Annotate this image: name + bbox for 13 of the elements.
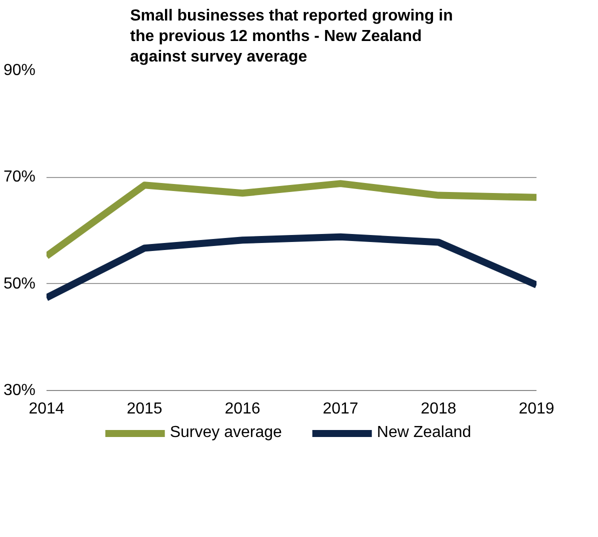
legend-label: Survey average [170, 424, 282, 442]
x-tick-label: 2019 [518, 400, 554, 418]
x-tick-label: 2016 [224, 400, 260, 418]
x-tick-label: 2017 [322, 400, 358, 418]
chart-title: Small businesses that reported growing in the previous 12 months - New Zealand against survey average [130, 8, 453, 66]
x-tick-label: 2018 [420, 400, 456, 418]
y-tick-label: 50% [3, 275, 36, 292]
y-tick-label: 70% [3, 168, 36, 186]
y-tick-label: 30% [3, 382, 36, 399]
y-tick-label: 90% [3, 62, 36, 79]
x-tick-label: 2014 [28, 400, 64, 418]
x-tick-label: 2015 [126, 400, 162, 418]
legend-label: New Zealand [376, 424, 472, 442]
